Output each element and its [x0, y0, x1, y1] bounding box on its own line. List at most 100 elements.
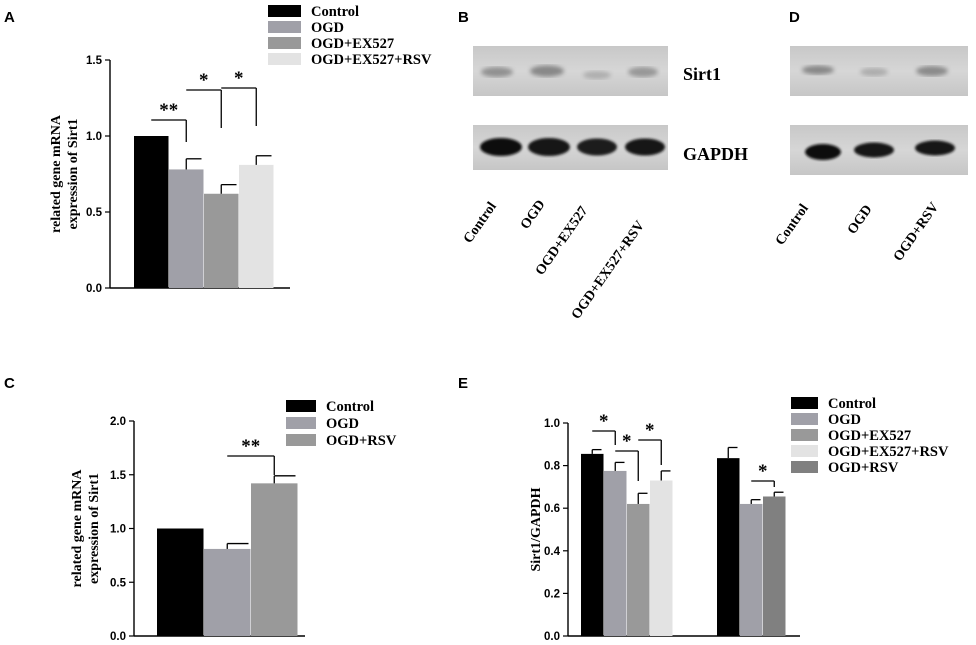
y-axis-label-line: related gene mRNA — [49, 114, 64, 233]
legend-swatch — [268, 37, 301, 49]
sirt1-band — [628, 67, 658, 77]
y-tick-label: 0.2 — [544, 588, 560, 600]
legend-swatch — [268, 5, 301, 17]
panel-letter-a: A — [4, 9, 15, 26]
y-axis-label: related gene mRNA expression of Sirt1 — [70, 469, 102, 588]
band-label-sirt1: Sirt1 — [683, 64, 721, 84]
significance-label: * — [758, 461, 768, 482]
y-axis-label: related gene mRNA expression of Sirt1 — [49, 114, 81, 233]
bar — [204, 193, 239, 288]
sirt1-band — [481, 67, 513, 77]
legend-label: OGD+EX527 — [311, 36, 394, 52]
y-tick-label: 1.0 — [544, 418, 560, 430]
y-tick-label: 0.4 — [544, 546, 561, 558]
sirt1-band — [583, 71, 611, 79]
chart-e: 0.0 0.2 0.4 0.6 0.8 1.0 Sirt1/GAPDH * * * * Control… — [529, 396, 949, 643]
bar — [740, 503, 763, 636]
panel-letter-c: C — [4, 375, 15, 392]
significance-label: * — [622, 431, 632, 452]
legend-label: OGD+EX527+RSV — [828, 444, 949, 460]
legend-label: Control — [311, 4, 359, 20]
panel-letter-d: D — [789, 9, 800, 26]
legend-swatch — [791, 445, 818, 457]
legend-swatch — [286, 434, 316, 446]
significance-label: ** — [159, 100, 178, 121]
y-tick-label: 0.0 — [544, 631, 560, 643]
legend-label: OGD+RSV — [326, 433, 397, 449]
significance-label: ** — [241, 436, 260, 457]
y-tick-label: 1.0 — [110, 524, 126, 536]
gapdh-band — [854, 142, 894, 158]
bar — [581, 453, 604, 636]
legend-swatch — [286, 400, 316, 412]
lane-label: OGD — [845, 203, 876, 238]
bar — [717, 458, 740, 636]
chart-a: 0.0 0.5 1.0 1.5 related gene mRNA expression … — [49, 4, 432, 295]
y-axis-label-line: related gene mRNA — [70, 469, 85, 588]
legend-swatch — [791, 397, 818, 409]
significance-label: * — [199, 70, 209, 91]
sirt1-band — [802, 65, 834, 75]
gapdh-band — [577, 138, 617, 156]
y-axis-label-line: Sirt1/GAPDH — [529, 487, 544, 571]
legend-swatch — [791, 461, 818, 473]
y-tick-label: 0.5 — [110, 577, 127, 589]
legend-swatch — [791, 413, 818, 425]
y-tick-label: 0.5 — [86, 207, 103, 219]
bar — [650, 480, 673, 636]
sirt1-band — [916, 66, 948, 76]
bar — [604, 470, 627, 636]
panel-letter-b: B — [458, 9, 469, 26]
y-tick-label: 0.0 — [86, 283, 102, 295]
gapdh-band — [915, 140, 955, 156]
significance-label: * — [234, 68, 244, 89]
y-axis-label-line: expression of Sirt1 — [87, 473, 102, 584]
legend-swatch — [268, 21, 301, 33]
y-tick-label: 0.6 — [544, 503, 560, 515]
legend-label: OGD+EX527+RSV — [311, 52, 432, 68]
gapdh-band — [805, 144, 841, 160]
western-blot-b: Sirt1 GAPDH Control OGD OGD+EX527 OGD+EX… — [461, 46, 748, 322]
gapdh-band — [625, 138, 665, 156]
legend-swatch — [286, 417, 316, 429]
lane-label: OGD+RSV — [891, 200, 942, 264]
legend-label: OGD — [828, 412, 861, 428]
bar — [251, 483, 298, 636]
lane-label: OGD+EX527+RSV — [569, 218, 648, 322]
legend-swatch — [791, 429, 818, 441]
bar — [134, 136, 169, 288]
y-tick-label: 2.0 — [110, 416, 126, 428]
legend-label: OGD+EX527 — [828, 428, 911, 444]
gapdh-band — [528, 138, 570, 156]
y-axis-label-line: expression of Sirt1 — [66, 119, 81, 230]
panel-letter-e: E — [458, 375, 468, 392]
band-label-gapdh: GAPDH — [683, 144, 748, 164]
y-axis-label: Sirt1/GAPDH — [529, 487, 544, 571]
y-tick-label: 1.5 — [86, 55, 103, 67]
bar — [239, 164, 274, 288]
sirt1-band — [530, 65, 564, 77]
significance-label: * — [645, 420, 655, 441]
legend-label: Control — [326, 399, 374, 415]
bar — [627, 503, 650, 636]
y-tick-label: 0.0 — [110, 631, 126, 643]
y-tick-label: 0.8 — [544, 461, 561, 473]
legend-label: OGD+RSV — [828, 460, 899, 476]
western-blot-d: Control OGD OGD+RSV — [773, 46, 968, 264]
legend-swatch — [268, 53, 301, 65]
gapdh-band — [480, 138, 522, 156]
legend-label: OGD — [326, 416, 359, 432]
legend-label: OGD — [311, 20, 344, 36]
lane-label: Control — [773, 202, 812, 249]
legend-label: Control — [828, 396, 876, 412]
significance-label: * — [599, 411, 609, 432]
bar — [157, 528, 204, 636]
lane-label: Control — [461, 200, 500, 247]
sirt1-band — [860, 68, 888, 76]
bar — [763, 496, 786, 636]
y-tick-label: 1.5 — [110, 470, 127, 482]
bar — [169, 169, 204, 288]
chart-c: 0.0 0.5 1.0 1.5 2.0 related gene mRNA expressi… — [70, 399, 397, 643]
bar — [204, 548, 251, 636]
